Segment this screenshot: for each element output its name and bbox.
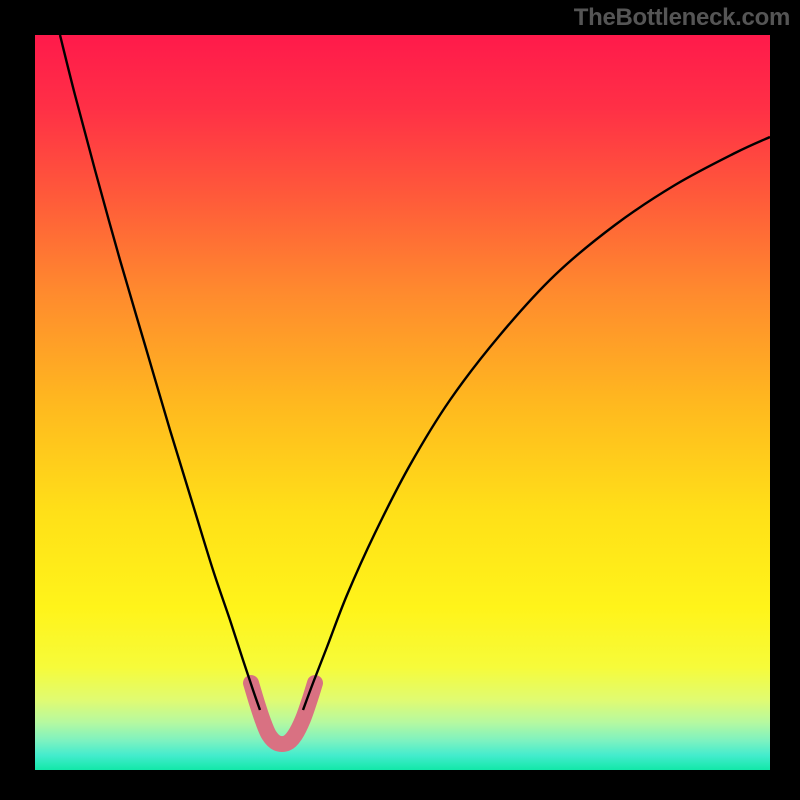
watermark-text: TheBottleneck.com	[574, 4, 790, 32]
plot-area	[35, 35, 770, 770]
curve-left-branch	[60, 35, 260, 710]
curve-right-branch	[303, 137, 770, 710]
curve-svg	[35, 35, 770, 770]
bottom-v-marker	[251, 683, 315, 744]
